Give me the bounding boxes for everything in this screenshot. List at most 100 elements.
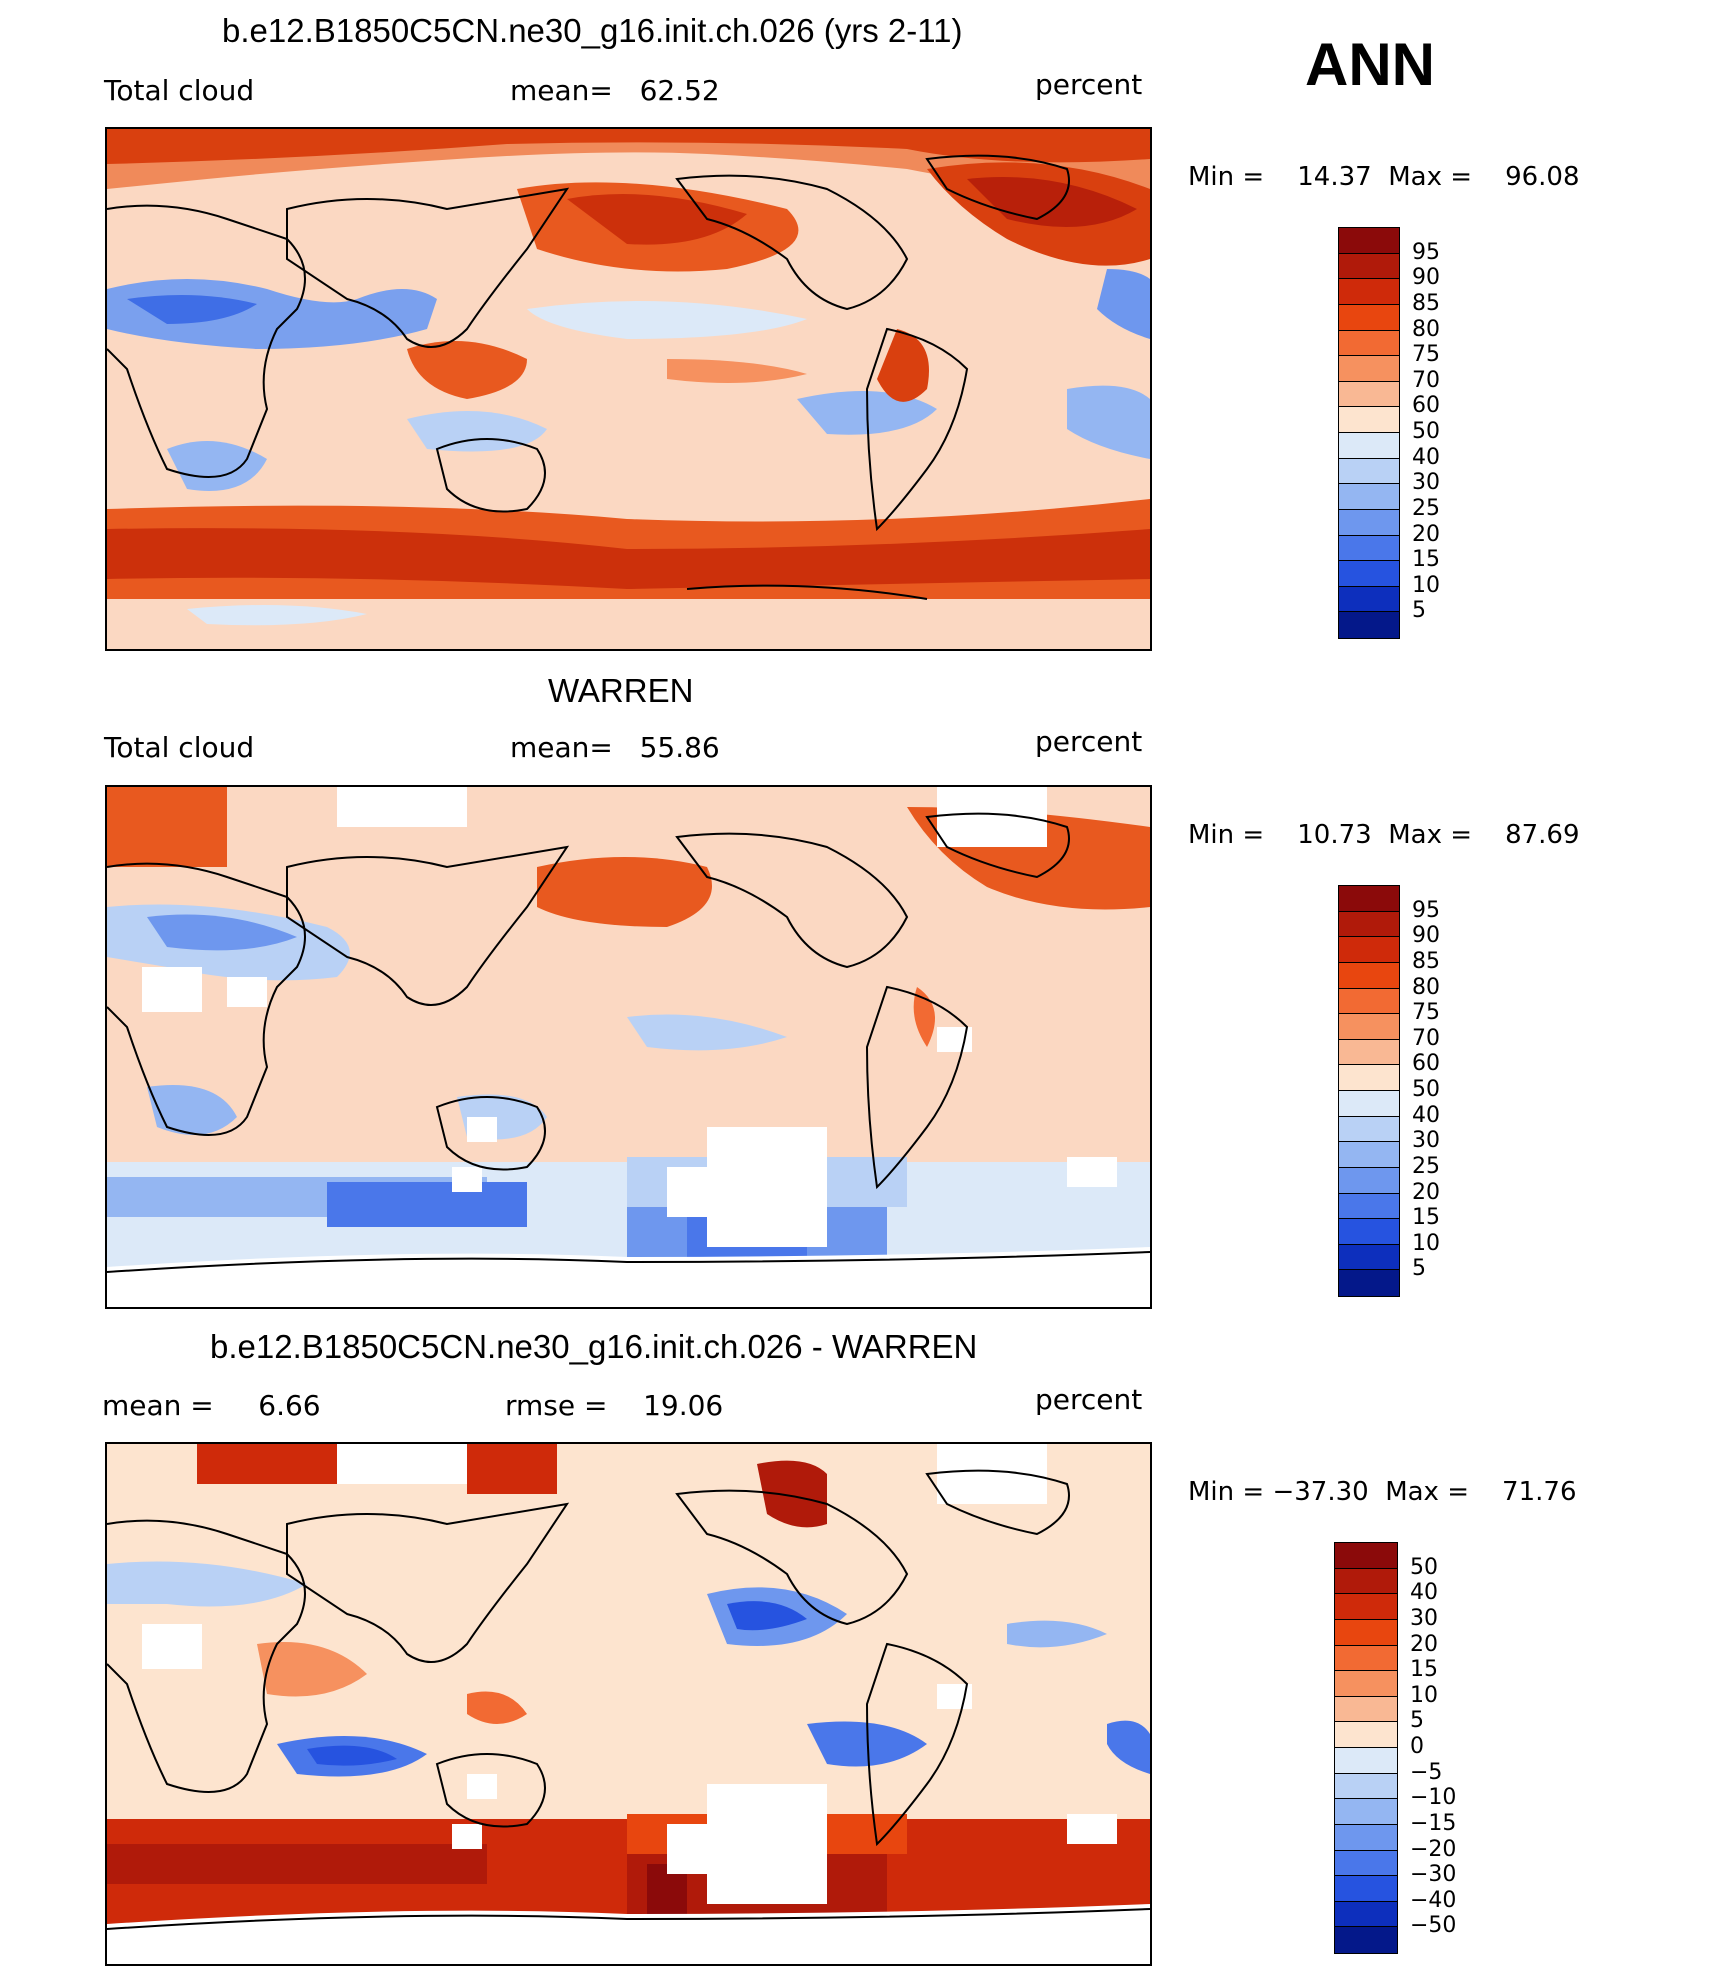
colorbar-swatch [1335, 1722, 1397, 1748]
colorbar-swatch [1335, 1696, 1397, 1723]
panel-3-map [105, 1442, 1152, 1966]
colorbar-label: 40 [1412, 1102, 1440, 1128]
panel-2-mean-label: mean= 55.86 [510, 731, 720, 764]
colorbar-swatch [1335, 1748, 1397, 1774]
panel-1-colorbar [1338, 227, 1400, 639]
colorbar-swatch [1339, 1014, 1399, 1040]
colorbar-label: 20 [1410, 1631, 1438, 1657]
colorbar-swatch [1339, 612, 1399, 638]
colorbar-label: 60 [1412, 1051, 1440, 1077]
colorbar-swatch [1339, 330, 1399, 357]
colorbar-label: 25 [1412, 1153, 1440, 1179]
colorbar-label: 85 [1412, 948, 1440, 974]
panel-2-title: WARREN [548, 672, 694, 709]
colorbar-label: 75 [1412, 342, 1440, 368]
colorbar-label: 50 [1412, 1077, 1440, 1102]
colorbar-label: 5 [1412, 1256, 1426, 1282]
colorbar-swatch [1335, 1799, 1397, 1825]
colorbar-swatch [1339, 433, 1399, 459]
colorbar-label: 70 [1412, 367, 1440, 393]
colorbar-label: 15 [1412, 547, 1440, 573]
colorbar-label: 40 [1412, 444, 1440, 470]
colorbar-swatch [1339, 304, 1399, 331]
colorbar-swatch [1339, 407, 1399, 433]
colorbar-label: −10 [1410, 1785, 1457, 1811]
colorbar-swatch [1335, 1850, 1397, 1877]
colorbar-label: −20 [1410, 1836, 1457, 1862]
colorbar-swatch [1335, 1619, 1397, 1646]
colorbar-label: 30 [1410, 1605, 1438, 1631]
colorbar-label: −50 [1410, 1913, 1457, 1939]
colorbar-swatch [1339, 1116, 1399, 1143]
panel-3-title: b.e12.B1850C5CN.ne30_g16.init.ch.026 - W… [210, 1328, 978, 1365]
colorbar-label: −15 [1410, 1810, 1457, 1836]
colorbar-swatch [1339, 1193, 1399, 1220]
panel-1-title: b.e12.B1850C5CN.ne30_g16.init.ch.026 (yr… [222, 12, 963, 49]
colorbar-label: 10 [1412, 572, 1440, 598]
colorbar-swatch [1335, 1773, 1397, 1800]
colorbar-swatch [1339, 484, 1399, 510]
colorbar-label: 20 [1412, 1179, 1440, 1205]
colorbar-swatch [1339, 356, 1399, 382]
colorbar-swatch [1339, 1039, 1399, 1066]
panel-2-variable-label: Total cloud [104, 731, 255, 764]
colorbar-swatch [1339, 253, 1399, 280]
colorbar-label: 10 [1412, 1230, 1440, 1256]
panel-3-units-label: percent [1035, 1383, 1143, 1416]
colorbar-label: −30 [1410, 1862, 1457, 1888]
panel-1-units-label: percent [1035, 68, 1143, 101]
colorbar-swatch [1339, 886, 1399, 912]
colorbar-swatch [1339, 279, 1399, 305]
colorbar-swatch [1339, 911, 1399, 938]
colorbar-label: 10 [1410, 1682, 1438, 1708]
colorbar-swatch [1339, 1244, 1399, 1271]
colorbar-label: 0 [1410, 1734, 1424, 1759]
colorbar-label: 60 [1412, 393, 1440, 419]
panel-3-map-field [107, 1444, 1150, 1964]
panel-2-map-field [107, 787, 1150, 1307]
panel-1-variable-label: Total cloud [104, 74, 255, 107]
colorbar-label: 95 [1412, 239, 1440, 265]
season-label: ANN [1305, 31, 1435, 98]
colorbar-label: 5 [1410, 1708, 1424, 1734]
panel-3-minmax: Min = −37.30 Max = 71.76 [1188, 1477, 1577, 1507]
colorbar-swatch [1339, 561, 1399, 587]
colorbar-label: 40 [1410, 1580, 1438, 1606]
colorbar-swatch [1335, 1876, 1397, 1902]
panel-1-map [105, 127, 1152, 651]
colorbar-label: 30 [1412, 470, 1440, 496]
colorbar-swatch [1339, 458, 1399, 485]
colorbar-swatch [1339, 1065, 1399, 1091]
colorbar-swatch [1339, 228, 1399, 254]
panel-2-colorbar [1338, 885, 1400, 1297]
colorbar-label: 80 [1412, 974, 1440, 1000]
colorbar-swatch [1335, 1645, 1397, 1672]
colorbar-label: 15 [1410, 1657, 1438, 1683]
colorbar-swatch [1339, 509, 1399, 536]
colorbar-swatch [1335, 1594, 1397, 1620]
panel-1-map-field [107, 129, 1150, 649]
colorbar-label: 50 [1412, 419, 1440, 444]
colorbar-swatch [1339, 586, 1399, 613]
colorbar-label: 30 [1412, 1128, 1440, 1154]
colorbar-label: 90 [1412, 923, 1440, 949]
colorbar-swatch [1335, 1927, 1397, 1953]
panel-3-rmse-label: rmse = 19.06 [505, 1389, 724, 1422]
colorbar-swatch [1335, 1543, 1397, 1569]
colorbar-swatch [1335, 1671, 1397, 1697]
colorbar-label: 95 [1412, 897, 1440, 923]
colorbar-label: 90 [1412, 265, 1440, 291]
colorbar-swatch [1335, 1901, 1397, 1928]
colorbar-label: 5 [1412, 598, 1426, 624]
colorbar-swatch [1339, 535, 1399, 562]
panel-2-minmax: Min = 10.73 Max = 87.69 [1188, 820, 1580, 850]
colorbar-swatch [1335, 1824, 1397, 1851]
panel-2-units-label: percent [1035, 725, 1143, 758]
panel-1-mean-label: mean= 62.52 [510, 74, 720, 107]
colorbar-swatch [1339, 381, 1399, 408]
colorbar-label: 20 [1412, 521, 1440, 547]
colorbar-label: 25 [1412, 495, 1440, 521]
panel-2-map [105, 785, 1152, 1309]
colorbar-swatch [1339, 962, 1399, 989]
colorbar-swatch [1339, 1270, 1399, 1296]
